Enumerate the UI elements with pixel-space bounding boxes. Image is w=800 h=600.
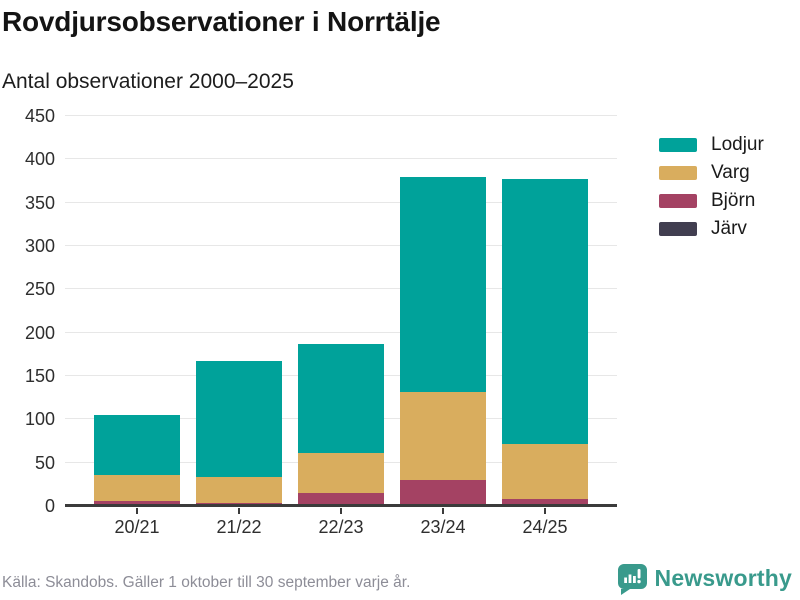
- legend-label-lodjur: Lodjur: [711, 134, 764, 155]
- x-tick-label-24-25: 24/25: [522, 517, 568, 537]
- x-tick-20-21: [136, 508, 138, 514]
- legend-label-järv: Järv: [711, 218, 747, 239]
- bar-segment-lodjur-23-24: [400, 176, 486, 393]
- chart-subtitle: Antal observationer 2000–2025: [2, 70, 294, 93]
- y-tick-label-150: 150: [24, 366, 55, 386]
- gridline-200: [65, 331, 617, 333]
- gridline-400: [65, 158, 617, 160]
- bar-segment-varg-24-25: [502, 443, 588, 500]
- x-tick-label-23-24: 23/24: [420, 517, 466, 537]
- bar-segment-varg-21-22: [196, 477, 282, 504]
- y-tick-label-400: 400: [24, 149, 55, 170]
- x-tick-label-21-22: 21/22: [216, 517, 262, 537]
- bar-segment-lodjur-22-23: [298, 343, 384, 454]
- gridline-250: [65, 288, 617, 290]
- y-tick-label-300: 300: [24, 236, 55, 256]
- newsworthy-logo-text: Newsworthy: [654, 565, 792, 591]
- x-tick-label-22-23: 22/23: [318, 517, 364, 537]
- legend-item-lodjur: Lodjur: [659, 131, 764, 159]
- bar-segment-björn-22-23: [298, 493, 384, 506]
- y-tick-label-0: 0: [44, 496, 55, 516]
- gridline-350: [65, 201, 617, 203]
- legend-item-björn: Björn: [659, 187, 764, 215]
- bar-segment-lodjur-20-21: [94, 415, 180, 475]
- legend-item-järv: Järv: [659, 215, 764, 243]
- bar-segment-björn-20-21: [94, 500, 180, 506]
- x-tick-22-23: [340, 508, 342, 514]
- legend-label-björn: Björn: [711, 190, 756, 211]
- newsworthy-logo-icon: [617, 564, 647, 595]
- y-tick-label-350: 350: [24, 192, 55, 213]
- bar-segment-lodjur-21-22: [196, 361, 282, 478]
- gridline-300: [65, 245, 617, 246]
- chart-title: Rovdjursobservationer i Norrtälje: [2, 6, 441, 37]
- bar-segment-björn-23-24: [400, 480, 486, 506]
- x-tick-24-25: [544, 508, 546, 514]
- legend: Lodjur Varg Björn Järv: [659, 131, 764, 243]
- x-tick-label-20-21: 20/21: [114, 517, 160, 537]
- bar-segment-lodjur-24-25: [502, 179, 588, 444]
- plot-area: [65, 115, 617, 514]
- bar-segment-varg-20-21: [94, 474, 180, 501]
- y-tick-label-200: 200: [24, 322, 55, 343]
- x-tick-23-24: [442, 508, 444, 514]
- legend-item-varg: Varg: [659, 159, 764, 187]
- legend-swatch-varg: [659, 166, 697, 180]
- y-tick-label-100: 100: [24, 409, 55, 430]
- legend-swatch-järv: [659, 222, 697, 236]
- bar-segment-björn-24-25: [502, 499, 588, 506]
- y-tick-label-50: 50: [34, 452, 55, 473]
- y-tick-label-450: 450: [24, 106, 55, 126]
- bar-segment-varg-22-23: [298, 453, 384, 493]
- legend-swatch-lodjur: [659, 138, 697, 152]
- x-tick-21-22: [238, 508, 240, 514]
- bar-segment-varg-23-24: [400, 392, 486, 480]
- legend-label-varg: Varg: [711, 162, 750, 183]
- y-tick-label-250: 250: [24, 279, 55, 300]
- legend-swatch-björn: [659, 194, 697, 208]
- newsworthy-logo[interactable]: Newsworthy: [617, 562, 792, 595]
- source-note: Källa: Skandobs. Gäller 1 oktober till 3…: [2, 574, 411, 591]
- x-axis-line: [65, 504, 617, 507]
- gridline-450: [65, 115, 617, 116]
